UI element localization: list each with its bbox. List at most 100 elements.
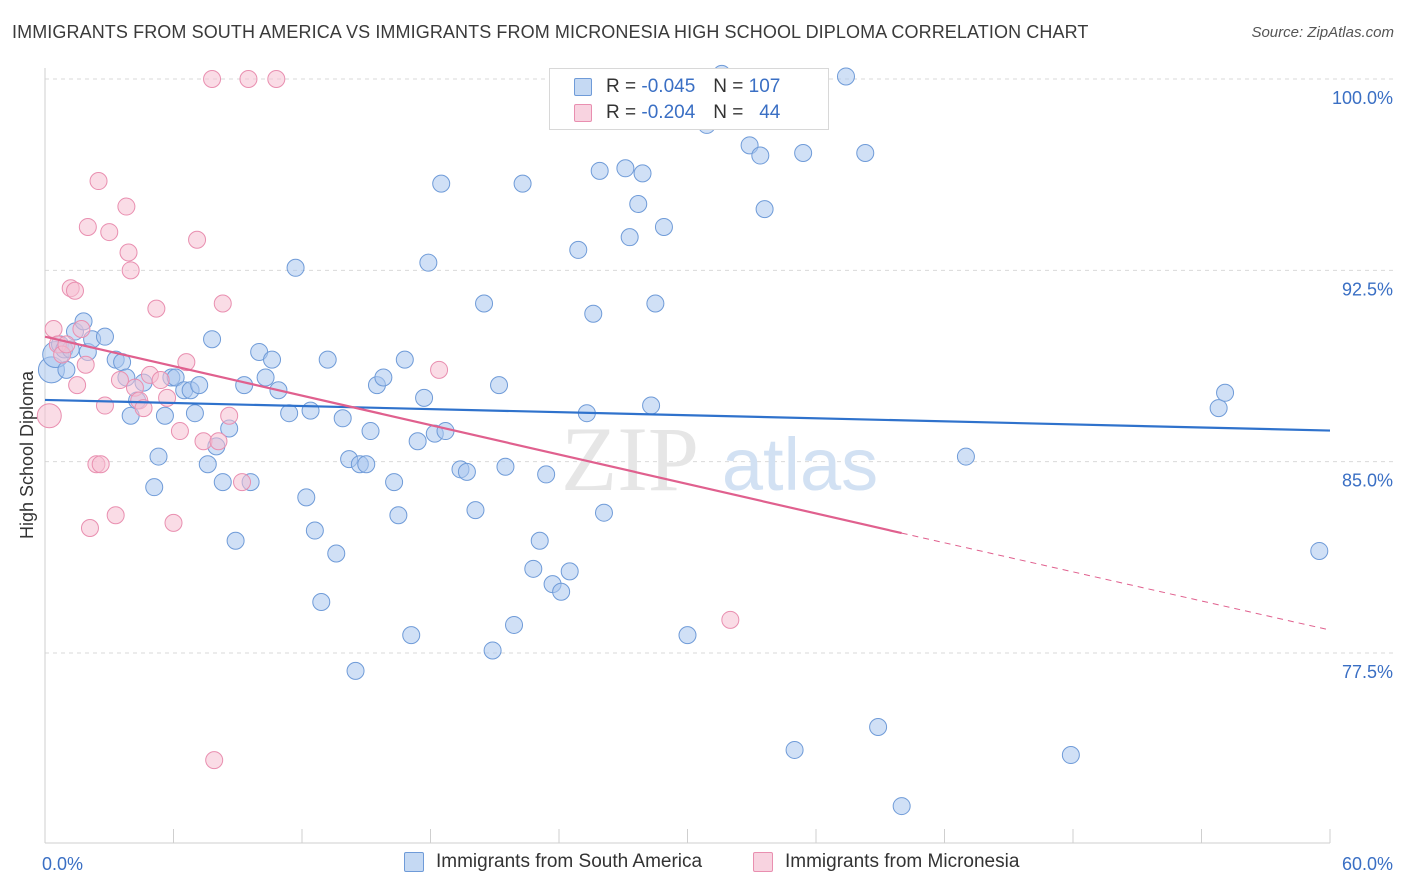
point-south-america	[312, 592, 331, 611]
series-legend-south-america[interactable]: Immigrants from South America	[404, 851, 702, 873]
point-south-america	[280, 404, 299, 423]
point-south-america	[1310, 541, 1329, 560]
y-axis-label: High School Diploma	[17, 370, 37, 539]
point-micronesia	[721, 610, 740, 629]
series-label-micronesia: Immigrants from Micronesia	[785, 851, 1020, 872]
point-south-america	[892, 797, 911, 816]
point-south-america	[646, 294, 665, 313]
point-south-america	[263, 350, 282, 369]
legend-r-value: -0.045	[641, 76, 696, 97]
point-micronesia	[89, 172, 108, 191]
point-south-america	[57, 360, 76, 379]
watermark: ZIP atlas	[561, 408, 878, 510]
point-south-america	[678, 626, 697, 645]
point-micronesia	[205, 751, 224, 770]
legend-row-south-america: R = -0.045 N = 107	[574, 74, 780, 100]
point-micronesia	[78, 217, 97, 236]
legend-swatch-pink	[574, 104, 592, 122]
point-micronesia	[80, 518, 99, 537]
point-south-america	[513, 174, 532, 193]
point-micronesia	[209, 432, 228, 451]
point-south-america	[530, 531, 549, 550]
point-micronesia	[68, 376, 87, 395]
point-micronesia	[117, 197, 136, 216]
point-south-america	[286, 258, 305, 277]
trend-line-micronesia	[44, 335, 902, 535]
point-south-america	[537, 465, 556, 484]
point-south-america	[505, 615, 524, 634]
point-micronesia	[194, 432, 213, 451]
x-tick-label: 0.0%	[42, 854, 83, 874]
point-micronesia	[213, 294, 232, 313]
point-south-america	[155, 406, 174, 425]
point-micronesia	[170, 422, 189, 441]
axes	[44, 68, 1331, 844]
point-south-america	[633, 164, 652, 183]
legend-row-micronesia: R = -0.204 N = 44	[574, 100, 780, 126]
point-south-america	[185, 404, 204, 423]
point-south-america	[483, 641, 502, 660]
point-micronesia	[177, 353, 196, 372]
point-south-america	[475, 294, 494, 313]
point-south-america	[496, 457, 515, 476]
point-micronesia	[95, 396, 114, 415]
point-south-america	[149, 447, 168, 466]
point-micronesia	[220, 406, 239, 425]
tick-labels: 100.0% 92.5% 85.0% 77.5% 0.0% 60.0%	[42, 88, 1393, 874]
point-south-america	[1216, 383, 1235, 402]
point-micronesia	[110, 371, 129, 390]
point-south-america	[389, 506, 408, 525]
point-south-america	[836, 67, 855, 86]
legend-swatch-blue	[574, 78, 592, 96]
point-south-america	[190, 376, 209, 395]
point-micronesia	[57, 335, 76, 354]
point-south-america	[318, 350, 337, 369]
point-micronesia	[72, 320, 91, 339]
point-south-america	[552, 582, 571, 601]
legend-n-label: N =	[713, 76, 744, 97]
point-micronesia	[188, 230, 207, 249]
point-south-america	[395, 350, 414, 369]
source-label: Source: ZipAtlas.com	[1251, 24, 1394, 41]
point-south-america	[346, 661, 365, 680]
x-tick-label: 60.0%	[1342, 854, 1393, 874]
correlation-legend: R = -0.045 N = 107 R = -0.204 N = 44	[549, 68, 829, 130]
point-micronesia	[134, 399, 153, 418]
series-swatch-pink	[753, 852, 773, 872]
grid-lines	[45, 78, 1395, 654]
legend-r-label: R =	[606, 76, 637, 97]
point-south-america	[457, 462, 476, 481]
point-south-america	[956, 447, 975, 466]
point-south-america	[785, 740, 804, 759]
watermark-zip: ZIP	[561, 408, 699, 510]
point-micronesia	[267, 70, 286, 88]
point-south-america	[794, 143, 813, 162]
point-south-america	[466, 501, 485, 520]
series-legend-micronesia[interactable]: Immigrants from Micronesia	[753, 851, 1019, 873]
point-south-america	[226, 531, 245, 550]
y-tick-label: 77.5%	[1342, 662, 1393, 682]
point-south-america	[95, 327, 114, 346]
series-swatch-blue	[404, 852, 424, 872]
point-south-america	[198, 455, 217, 474]
point-micronesia	[239, 70, 258, 88]
point-south-america	[402, 626, 421, 645]
series-legend: Immigrants from South America Immigrants…	[0, 851, 1406, 879]
point-micronesia	[44, 320, 63, 339]
point-micronesia	[65, 281, 84, 300]
point-south-america	[642, 396, 661, 415]
data-points	[36, 64, 1329, 816]
trend-line-micronesia-extension	[901, 532, 1331, 631]
point-south-america	[415, 388, 434, 407]
point-south-america	[490, 376, 509, 395]
point-south-america	[213, 473, 232, 492]
point-south-america	[297, 488, 316, 507]
point-micronesia	[100, 223, 119, 242]
y-tick-label: 85.0%	[1342, 471, 1393, 491]
legend-n-value: 107	[748, 76, 781, 97]
point-micronesia	[151, 371, 170, 390]
point-south-america	[751, 146, 770, 165]
point-south-america	[584, 304, 603, 323]
chart-title: IMMIGRANTS FROM SOUTH AMERICA VS IMMIGRA…	[12, 22, 1089, 42]
